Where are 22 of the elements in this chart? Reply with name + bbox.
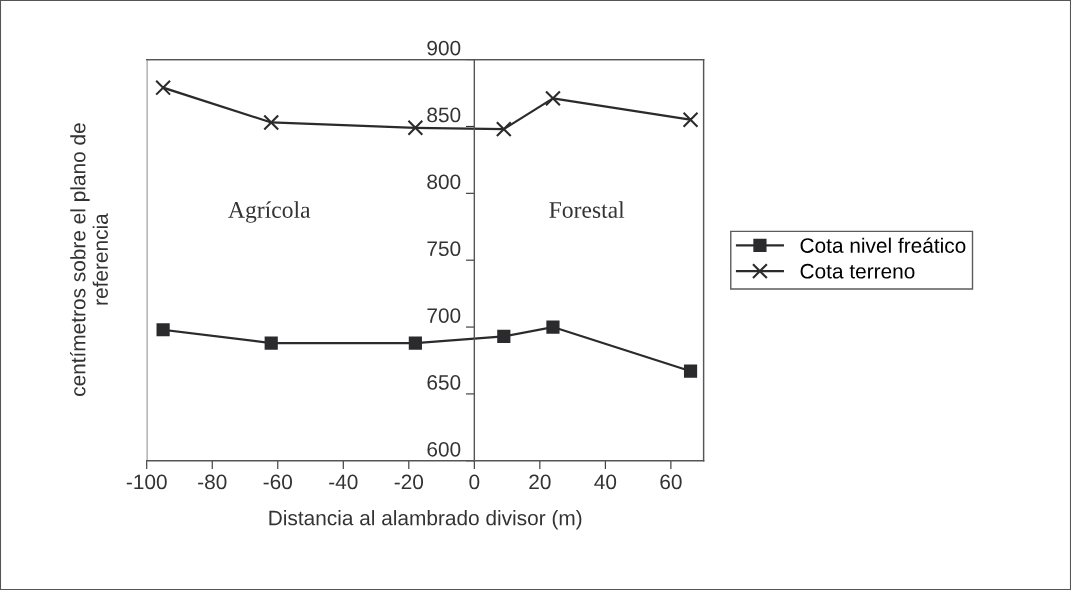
y-tick-label: 600 <box>427 441 461 457</box>
y-tick-label: 700 <box>427 308 461 323</box>
x-tick-label: -100 <box>126 474 167 490</box>
legend-label: Cota nivel freático <box>800 237 966 253</box>
x-tick-label: 40 <box>594 474 617 490</box>
y-tick-label: 900 <box>427 40 461 56</box>
y-tick-label: 750 <box>427 241 461 257</box>
y-axis-title: centímetros sobre el plano de referencia <box>69 123 108 396</box>
x-tick-label: -20 <box>394 474 424 490</box>
x-tick-label: 0 <box>469 474 480 490</box>
x-axis-title: Distancia al alambrado divisor (m) <box>269 510 582 530</box>
annotation: Forestal <box>549 201 625 218</box>
x-tick-label: 60 <box>660 474 682 490</box>
legend-label: Cota terreno <box>800 263 915 279</box>
y-tick-label: 850 <box>427 107 461 123</box>
x-tick-label: -40 <box>329 474 358 490</box>
y-tick-label: 650 <box>427 375 461 390</box>
y-tick-label: 800 <box>427 174 461 190</box>
annotation: Agrícola <box>228 201 311 223</box>
x-tick-label: -60 <box>263 474 293 490</box>
x-tick-label: -80 <box>198 474 227 490</box>
x-tick-label: 20 <box>529 474 551 490</box>
